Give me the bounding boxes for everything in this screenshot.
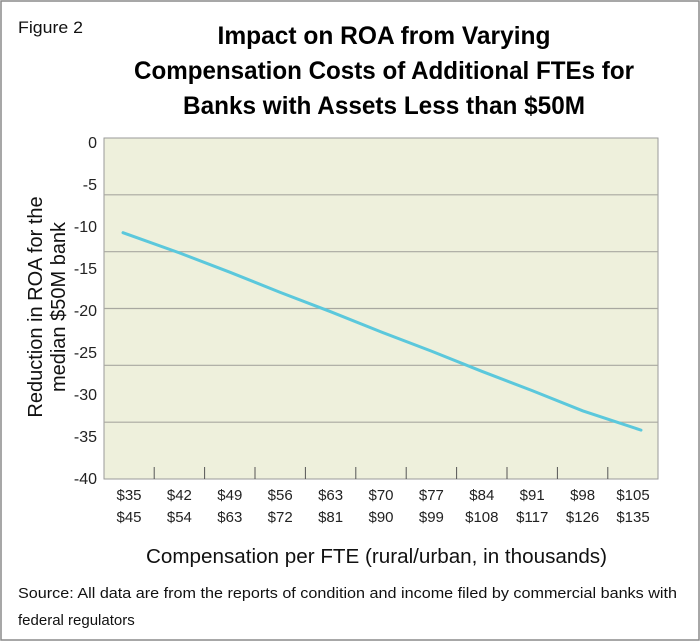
source-note-line-1: Source: All data are from the reports of…: [18, 585, 677, 602]
x-tick-label-rural: $49: [217, 487, 242, 504]
x-tick-label-rural: $77: [419, 487, 444, 504]
x-tick-label-urban: $81: [318, 509, 343, 526]
x-tick-label-rural: $98: [570, 487, 595, 504]
x-tick-label-urban: $54: [167, 509, 192, 526]
y-axis-title-line-2: median $50M bank: [48, 221, 70, 392]
y-tick-label: -25: [74, 345, 97, 362]
x-tick-label-urban: $63: [217, 509, 242, 526]
x-tick-label-rural: $105: [616, 487, 649, 504]
x-tick-label-urban: $126: [566, 509, 599, 526]
y-tick-label: -35: [74, 429, 97, 446]
y-axis-ticks: 0 -5 -10 -15 -20 -25 -30 -35 -40: [74, 135, 97, 488]
chart-title-line-1: Impact on ROA from Varying: [218, 22, 551, 50]
x-tick-label-rural: $35: [116, 487, 141, 504]
gridlines: [104, 194, 658, 423]
x-axis-title: Compensation per FTE (rural/urban, in th…: [146, 546, 607, 568]
x-tick-label-rural: $84: [469, 487, 494, 504]
source-note-line-2: federal regulators: [18, 612, 135, 629]
series-layer: [121, 231, 643, 432]
y-tick-label: -20: [74, 303, 97, 320]
x-tick-label-urban: $117: [516, 509, 548, 526]
y-tick-label: -30: [74, 387, 97, 404]
x-tick-label-urban: $72: [268, 509, 293, 526]
x-tick-label-urban: $108: [465, 509, 498, 526]
chart-title-line-3: Banks with Assets Less than $50M: [183, 92, 585, 120]
chart-title-line-2: Compensation Costs of Additional FTEs fo…: [134, 57, 634, 85]
x-tick-label-rural: $70: [368, 487, 393, 504]
y-axis-title: Reduction in ROA for the median $50M ban…: [25, 196, 70, 417]
x-tick-label-rural: $42: [167, 487, 192, 504]
y-tick-label: -10: [74, 219, 97, 236]
x-tick-label-urban: $90: [368, 509, 393, 526]
x-tick-label-rural: $56: [268, 487, 293, 504]
x-tick-label-urban: $135: [616, 509, 649, 526]
y-tick-label: -40: [74, 471, 97, 488]
y-tick-label: 0: [88, 135, 97, 152]
x-tick-label-rural: $63: [318, 487, 343, 504]
x-axis-ticks: $35 $45 $42 $54 $49 $63 $56 $72 $63 $81 $70 $90 $77 $…: [116, 467, 650, 526]
figure-label: Figure 2: [18, 18, 83, 37]
y-tick-label: -15: [74, 261, 97, 278]
x-tick-label-urban: $99: [419, 509, 444, 526]
y-tick-label: -5: [83, 177, 97, 194]
x-tick-label-urban: $45: [116, 509, 141, 526]
y-axis-title-line-1: Reduction in ROA for the: [25, 196, 47, 417]
x-tick-label-rural: $91: [520, 487, 545, 504]
